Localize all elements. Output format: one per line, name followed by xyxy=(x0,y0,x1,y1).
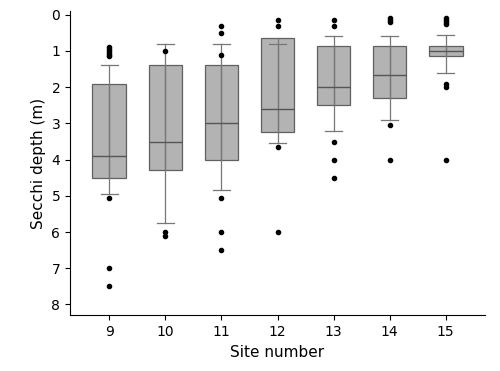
PathPatch shape xyxy=(92,83,126,178)
PathPatch shape xyxy=(429,46,462,56)
PathPatch shape xyxy=(373,46,406,98)
PathPatch shape xyxy=(204,65,238,160)
PathPatch shape xyxy=(148,65,182,171)
PathPatch shape xyxy=(260,38,294,132)
Y-axis label: Secchi depth (m): Secchi depth (m) xyxy=(31,98,46,229)
PathPatch shape xyxy=(317,46,350,105)
X-axis label: Site number: Site number xyxy=(230,345,324,359)
